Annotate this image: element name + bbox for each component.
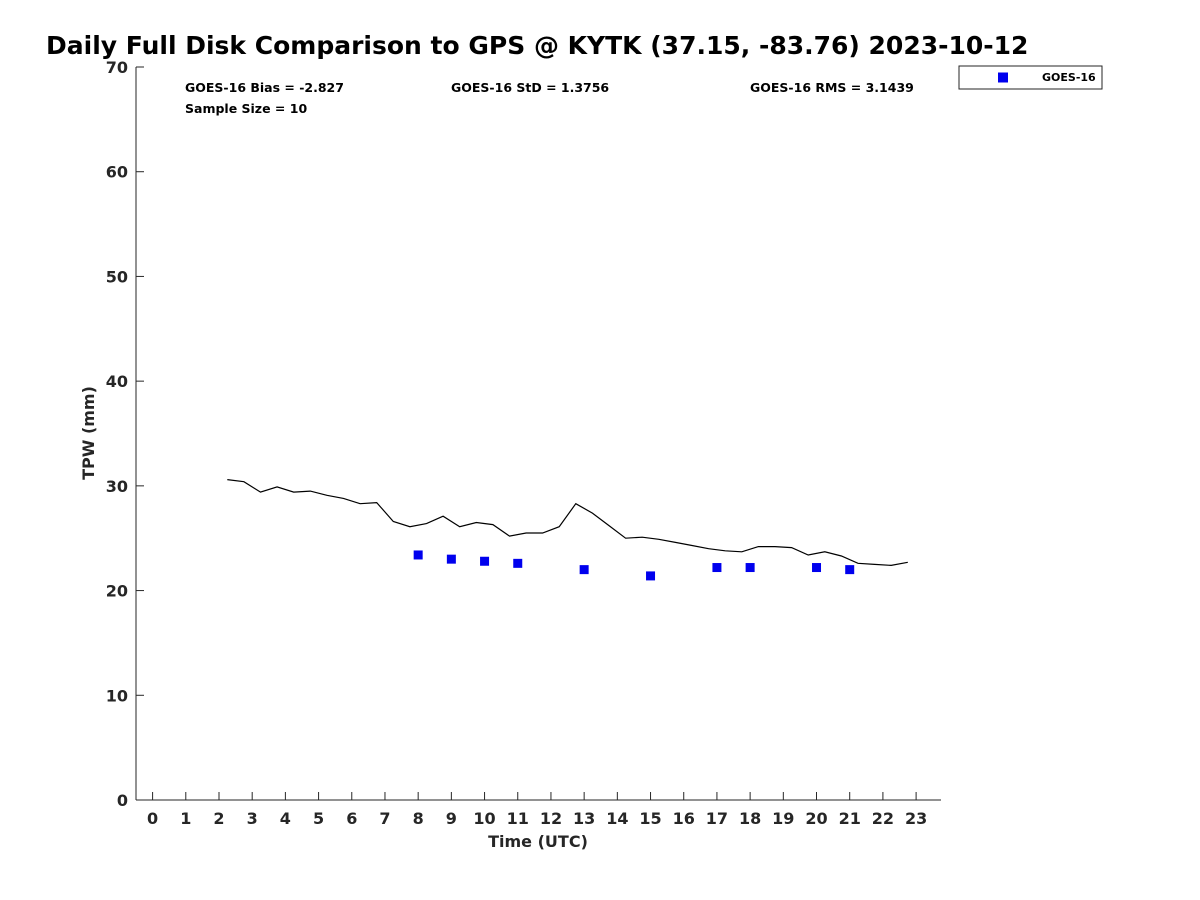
x-tick-label-22: 22	[872, 809, 894, 828]
x-tick-label-13: 13	[573, 809, 595, 828]
x-tick-label-23: 23	[905, 809, 927, 828]
y-tick-label-10: 10	[106, 686, 128, 705]
legend-box	[958, 65, 1103, 90]
x-tick-label-17: 17	[706, 809, 728, 828]
y-tick-label-40: 40	[106, 372, 128, 391]
stat-std: GOES-16 StD = 1.3756	[451, 80, 609, 95]
x-tick-label-0: 0	[147, 809, 158, 828]
y-tick-label-60: 60	[106, 163, 128, 182]
x-tick-label-11: 11	[507, 809, 529, 828]
y-tick-label-20: 20	[106, 582, 128, 601]
legend-swatch-goes16	[998, 72, 1008, 83]
goes16-point	[513, 558, 523, 568]
goes16-point	[413, 550, 423, 560]
y-tick-label-30: 30	[106, 477, 128, 496]
legend-label-goes16: GOES-16	[1042, 71, 1096, 84]
x-ticks: 0 1 2 3 4 5 6 7 8 9 10 11 12 13 14 15 16 17 18 19 20 21 22 23	[147, 792, 927, 828]
x-axis-label: Time (UTC)	[488, 832, 588, 851]
goes16-point	[446, 554, 456, 564]
x-tick-label-9: 9	[446, 809, 457, 828]
y-tick-label-50: 50	[106, 267, 128, 286]
stat-sample-size: Sample Size = 10	[185, 101, 307, 116]
x-tick-label-10: 10	[473, 809, 495, 828]
y-tick-label-70: 70	[106, 58, 128, 77]
goes16-point	[745, 563, 755, 573]
y-ticks: 0 10 20 30 40 50 60 70	[106, 58, 144, 810]
axes	[135, 67, 941, 801]
goes16-point	[480, 556, 490, 566]
x-tick-label-6: 6	[346, 809, 357, 828]
y-tick-label-0: 0	[117, 791, 128, 810]
x-tick-label-4: 4	[280, 809, 291, 828]
x-tick-label-8: 8	[413, 809, 424, 828]
stats-panel: GOES-16 Bias = -2.827 GOES-16 StD = 1.37…	[185, 80, 914, 116]
x-tick-label-2: 2	[213, 809, 224, 828]
chart-title: Daily Full Disk Comparison to GPS @ KYTK…	[46, 31, 1028, 60]
x-tick-label-16: 16	[673, 809, 695, 828]
goes16-points	[413, 550, 855, 581]
stat-rms: GOES-16 RMS = 3.1439	[750, 80, 914, 95]
goes16-point	[845, 565, 855, 575]
x-tick-label-12: 12	[540, 809, 562, 828]
x-tick-label-5: 5	[313, 809, 324, 828]
x-tick-label-7: 7	[379, 809, 390, 828]
x-tick-label-18: 18	[739, 809, 761, 828]
goes16-point	[812, 563, 822, 573]
goes16-point	[646, 571, 656, 581]
stat-bias: GOES-16 Bias = -2.827	[185, 80, 344, 95]
x-tick-label-19: 19	[772, 809, 794, 828]
legend: GOES-16	[958, 65, 1103, 90]
x-tick-label-1: 1	[180, 809, 191, 828]
gps-reference-line	[227, 479, 908, 567]
x-tick-label-21: 21	[839, 809, 861, 828]
x-tick-label-20: 20	[805, 809, 827, 828]
x-tick-label-3: 3	[247, 809, 258, 828]
goes16-point	[712, 563, 722, 573]
x-tick-label-14: 14	[606, 809, 628, 828]
x-tick-label-15: 15	[639, 809, 661, 828]
goes16-point	[579, 565, 589, 575]
y-axis-label: TPW (mm)	[79, 386, 98, 480]
